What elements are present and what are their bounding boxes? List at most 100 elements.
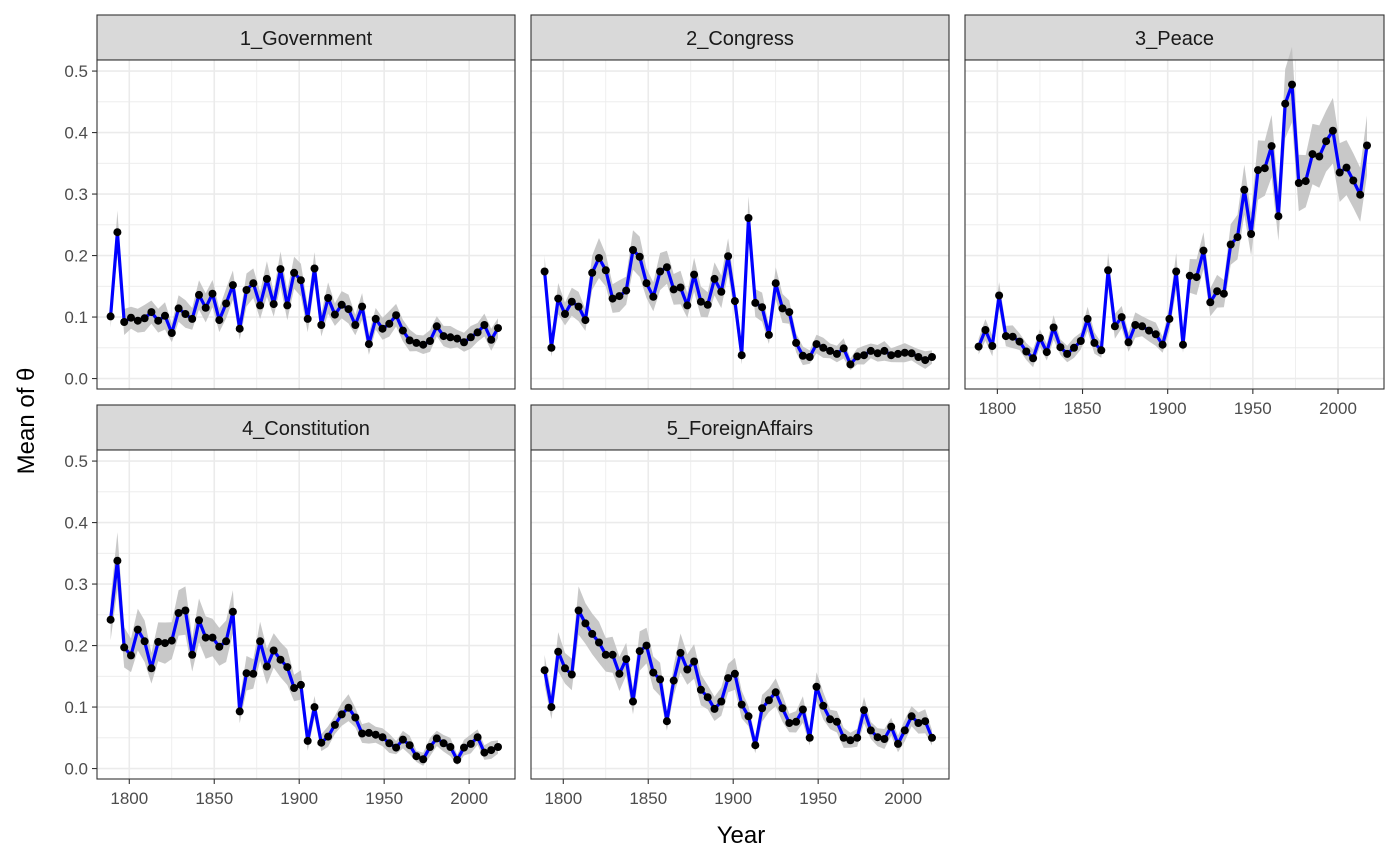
data-point xyxy=(683,301,692,310)
data-point xyxy=(642,279,651,288)
data-point xyxy=(127,313,135,322)
data-point xyxy=(846,736,855,745)
data-point xyxy=(317,738,326,747)
x-axis-title: Year xyxy=(717,822,766,849)
data-point xyxy=(405,336,414,345)
data-point xyxy=(426,743,434,751)
data-point xyxy=(995,291,1004,300)
data-point xyxy=(771,279,780,288)
data-point xyxy=(195,616,203,625)
data-point xyxy=(324,294,333,302)
data-point xyxy=(161,639,169,648)
data-point xyxy=(133,625,142,634)
data-point xyxy=(717,697,726,706)
data-point xyxy=(744,214,753,222)
y-tick-label: 0.4 xyxy=(64,514,88,533)
data-point xyxy=(866,346,875,355)
data-point xyxy=(222,637,231,646)
data-point xyxy=(588,268,597,277)
data-point xyxy=(249,279,258,288)
data-point xyxy=(1083,314,1092,323)
data-point xyxy=(1179,340,1187,349)
data-point xyxy=(351,713,360,722)
data-point xyxy=(283,301,292,310)
data-point xyxy=(385,739,394,748)
data-point xyxy=(839,733,848,742)
data-point xyxy=(283,663,292,672)
data-point xyxy=(344,305,353,314)
data-point xyxy=(1247,230,1256,238)
data-point xyxy=(195,290,203,299)
data-point xyxy=(900,348,909,357)
data-point xyxy=(1042,348,1051,357)
data-point xyxy=(432,322,441,331)
x-tick-label: 1950 xyxy=(1234,399,1272,418)
data-point xyxy=(873,349,882,358)
data-point xyxy=(819,701,828,710)
data-point xyxy=(629,246,637,254)
data-point xyxy=(839,344,848,353)
data-point xyxy=(581,619,590,628)
data-point xyxy=(1097,346,1106,355)
series-line xyxy=(543,216,933,366)
data-point xyxy=(812,682,821,691)
x-tick-label: 2000 xyxy=(1319,399,1357,418)
data-point xyxy=(419,340,428,349)
data-point xyxy=(635,252,644,261)
data-point xyxy=(724,674,733,683)
data-point xyxy=(154,637,163,646)
data-point xyxy=(798,351,807,360)
x-tick-label: 1800 xyxy=(110,789,148,808)
data-point xyxy=(554,294,563,303)
data-point xyxy=(819,343,828,352)
data-point xyxy=(405,741,414,750)
data-point xyxy=(127,651,135,660)
data-point xyxy=(392,743,401,752)
data-point xyxy=(290,268,299,277)
data-point xyxy=(792,338,801,347)
data-point xyxy=(595,254,603,262)
y-tick-label: 0.3 xyxy=(64,185,88,204)
data-point xyxy=(751,298,760,307)
y-tick-label: 0.5 xyxy=(64,62,88,81)
data-point xyxy=(981,326,990,334)
data-point xyxy=(792,717,801,726)
data-point xyxy=(1274,212,1283,221)
data-point xyxy=(147,308,156,317)
x-tick-label: 1850 xyxy=(629,789,667,808)
data-point xyxy=(188,650,197,659)
data-point xyxy=(880,346,889,355)
data-point xyxy=(1049,323,1058,332)
data-point xyxy=(696,297,705,306)
data-point xyxy=(1070,343,1078,352)
data-point xyxy=(832,717,841,726)
data-point xyxy=(269,300,278,309)
data-point xyxy=(1301,177,1310,186)
data-point xyxy=(1192,273,1201,282)
data-point xyxy=(228,607,237,616)
data-point xyxy=(215,642,224,651)
y-axis-title: Mean of θ xyxy=(13,368,40,475)
data-point xyxy=(460,338,468,347)
data-point xyxy=(798,705,807,714)
data-point xyxy=(1281,99,1290,108)
data-point xyxy=(412,752,421,761)
data-point xyxy=(860,351,868,360)
data-point xyxy=(1063,349,1072,358)
data-point xyxy=(303,736,312,745)
data-point xyxy=(771,688,780,697)
data-point xyxy=(1226,240,1235,249)
data-point xyxy=(1308,150,1317,159)
data-point xyxy=(412,338,421,347)
data-point xyxy=(385,319,394,328)
data-point xyxy=(249,669,258,678)
data-point xyxy=(453,334,462,343)
data-point xyxy=(785,308,794,317)
data-point xyxy=(324,732,333,741)
data-point xyxy=(1315,152,1324,161)
data-point xyxy=(167,636,176,645)
y-tick-label: 0.2 xyxy=(64,637,88,656)
data-point xyxy=(480,321,489,329)
data-point xyxy=(1056,343,1065,352)
